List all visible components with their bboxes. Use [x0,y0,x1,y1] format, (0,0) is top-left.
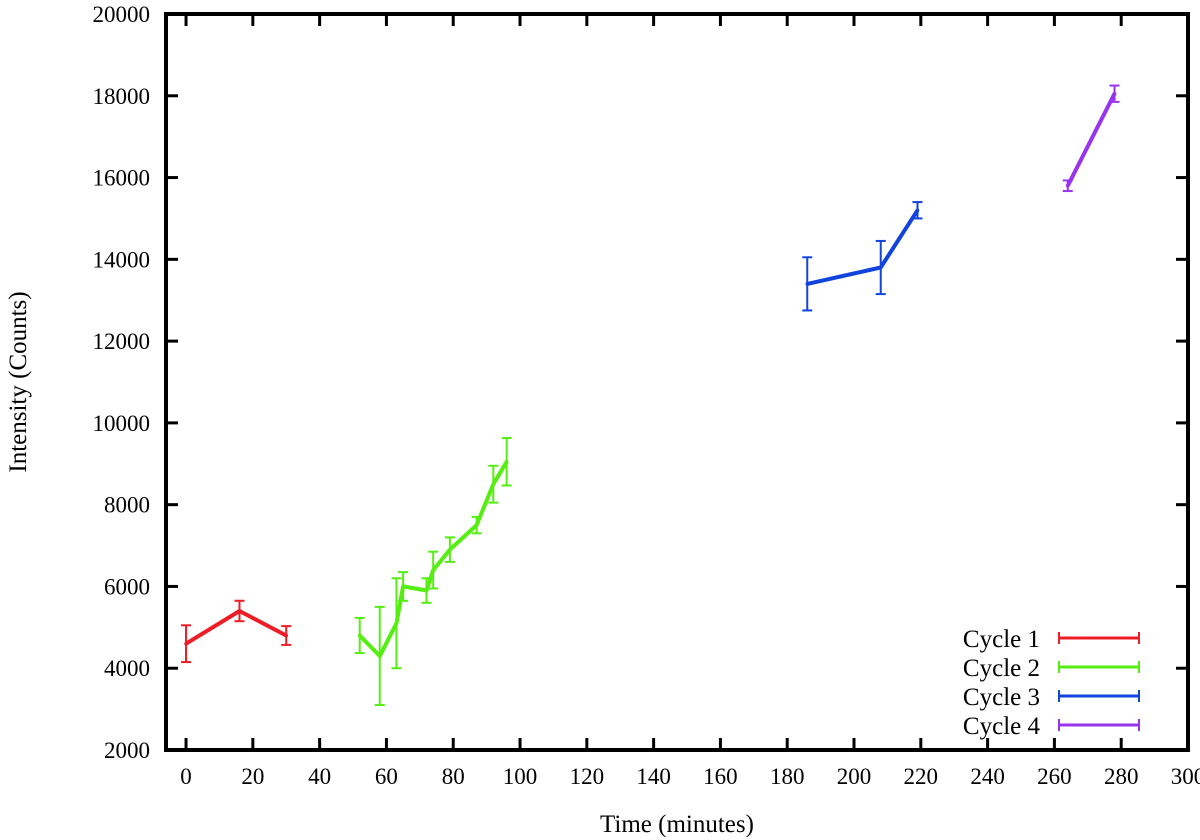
x-tick-label: 260 [1037,764,1072,789]
x-tick-label: 220 [904,764,939,789]
y-tick-label: 12000 [93,329,151,354]
x-tick-label: 140 [636,764,671,789]
x-tick-label: 20 [241,764,264,789]
x-tick-label: 160 [703,764,738,789]
x-axis-title: Time (minutes) [600,811,754,838]
x-tick-label: 120 [570,764,605,789]
y-tick-label: 16000 [93,166,151,191]
y-tick-label: 8000 [104,493,150,518]
x-tick-label: 0 [180,764,192,789]
series-line [358,460,509,658]
legend-label: Cycle 1 [963,626,1040,653]
legend-entry: Cycle 2 [963,655,1140,682]
y-tick-label: 10000 [93,411,151,436]
legend-entry: Cycle 4 [963,713,1140,740]
legend-entry: Cycle 3 [963,684,1140,711]
plot-frame [164,12,1190,752]
legend-label: Cycle 2 [963,655,1040,682]
series-line [1066,92,1117,187]
x-tick-label: 180 [770,764,805,789]
series-line [806,209,920,286]
x-tick-label: 100 [503,764,538,789]
plot-series [181,84,1120,707]
y-tick-label: 18000 [93,84,151,109]
tick-labels: 0 20 40 60 80 100 120 140 160 180 200 220 240 260 280 3… [93,2,1200,789]
series-2 [354,437,512,707]
x-tick-label: 200 [837,764,872,789]
x-tick-label: 240 [970,764,1005,789]
x-tick-label: 60 [375,764,398,789]
legend-entry: Cycle 1 [963,626,1140,653]
y-tick-label: 4000 [104,656,150,681]
series-1 [181,599,292,664]
y-tick-label: 6000 [104,574,150,599]
y-tick-label: 20000 [93,2,151,27]
series-line [184,609,288,646]
series-4 [1062,84,1120,193]
y-tick-label: 2000 [104,738,150,763]
x-tick-label: 300 [1171,764,1200,789]
x-tick-label: 80 [442,764,465,789]
x-tick-label: 40 [308,764,331,789]
legend-label: Cycle 3 [963,684,1040,711]
legend-label: Cycle 4 [963,713,1041,740]
y-tick-label: 14000 [93,247,151,272]
y-axis-title: Intensity (Counts) [5,291,32,472]
series-3 [802,201,923,312]
x-tick-label: 280 [1104,764,1139,789]
